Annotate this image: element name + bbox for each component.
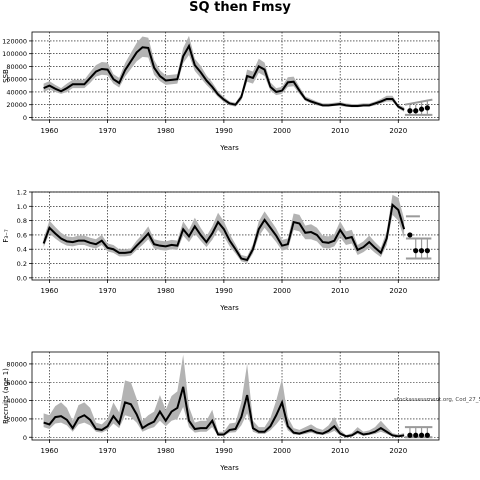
- forecast-point: [407, 232, 413, 238]
- forecast-point: [424, 105, 430, 111]
- forecast-point: [424, 432, 430, 438]
- forecast-point: [407, 108, 413, 114]
- x-axis-label: Years: [219, 464, 239, 472]
- y-tick-label: 0.4: [17, 246, 27, 254]
- figure-title: SQ then Fmsy: [189, 0, 291, 15]
- x-axis-label: Years: [219, 144, 239, 152]
- y-tick-label: 0: [23, 434, 27, 442]
- x-tick-label: 1970: [99, 287, 117, 295]
- estimate-line: [42, 202, 406, 262]
- y-tick-label: 80000: [6, 63, 27, 71]
- x-tick-label: 2020: [389, 447, 407, 455]
- x-tick-label: 1990: [215, 287, 233, 295]
- y-axis-label: SSB: [2, 69, 10, 83]
- y-tick-label: 60000: [6, 379, 27, 387]
- chart-panel-2: 1960 1970 1980 1990 2000 2010 2020 0.0 0.2 0.4 0.6…: [2, 189, 440, 312]
- y-tick-label: 0.2: [17, 260, 27, 268]
- x-tick-label: 1970: [99, 127, 117, 135]
- y-tick-label: 0.8: [17, 217, 27, 225]
- x-tick-label: 2020: [389, 127, 407, 135]
- forecast-point: [413, 108, 419, 114]
- x-tick-label: 2010: [331, 287, 349, 295]
- confidence-band: [43, 354, 405, 437]
- x-tick-label: 1980: [157, 127, 175, 135]
- plot-frame: [31, 191, 440, 281]
- x-tick-label: 2000: [273, 447, 291, 455]
- y-tick-label: 1.0: [17, 203, 27, 211]
- x-tick-label: 2010: [331, 447, 349, 455]
- forecast-point: [407, 432, 413, 438]
- y-axis-label: F₃₋₇: [2, 229, 10, 243]
- forecast-point: [413, 432, 419, 438]
- y-tick-label: 20000: [6, 101, 27, 109]
- forecast-point: [424, 248, 430, 254]
- x-tick-label: 2000: [273, 287, 291, 295]
- estimate-line: [43, 43, 405, 111]
- x-tick-label: 2020: [389, 287, 407, 295]
- estimate-line: [43, 386, 405, 438]
- x-tick-label: 2000: [273, 127, 291, 135]
- forecast-group: [404, 426, 433, 439]
- x-tick-label: 1980: [157, 447, 175, 455]
- x-tick-label: 1990: [215, 447, 233, 455]
- confidence-band: [43, 35, 405, 112]
- plot-frame: [31, 31, 440, 121]
- x-tick-label: 1990: [215, 127, 233, 135]
- forecast-point: [413, 248, 419, 254]
- x-tick-label: 1960: [41, 127, 59, 135]
- y-tick-label: 0: [23, 114, 27, 122]
- forecast-point: [418, 432, 425, 438]
- x-tick-label: 1960: [41, 287, 59, 295]
- y-tick-label: 80000: [6, 360, 27, 368]
- x-tick-label: 2010: [331, 127, 349, 135]
- watermark-text: stockassessment.org, Cod_27_5b: [394, 397, 480, 403]
- x-tick-label: 1970: [99, 447, 117, 455]
- y-tick-label: 40000: [6, 397, 27, 405]
- y-tick-label: 0.6: [17, 231, 27, 239]
- forecast-group: [404, 98, 433, 116]
- forecast-point: [418, 106, 425, 112]
- y-tick-label: 40000: [6, 88, 27, 96]
- y-tick-label: 20000: [6, 415, 27, 423]
- chart-panel-1: 1960 1970 1980 1990 2000 2010 2020 0 20000 40000 6…: [2, 31, 440, 152]
- x-tick-label: 1980: [157, 287, 175, 295]
- y-tick-label: 1.2: [17, 189, 27, 197]
- forecast-point: [418, 248, 425, 254]
- chart-panel-3: 1960 1970 1980 1990 2000 2010 2020 0 20000 40000 6…: [2, 351, 440, 472]
- plot-frame: [31, 351, 440, 441]
- x-tick-label: 1960: [41, 447, 59, 455]
- y-tick-label: 120000: [2, 37, 27, 45]
- y-tick-label: 100000: [2, 50, 27, 58]
- forecast-group: [405, 215, 432, 260]
- forecast-upper-cap: [404, 98, 433, 106]
- y-axis-label: Recruits (age 1): [2, 368, 10, 424]
- x-axis-label: Years: [219, 304, 239, 312]
- y-tick-label: 0.0: [17, 274, 27, 282]
- y-tick-label: 60000: [6, 76, 27, 84]
